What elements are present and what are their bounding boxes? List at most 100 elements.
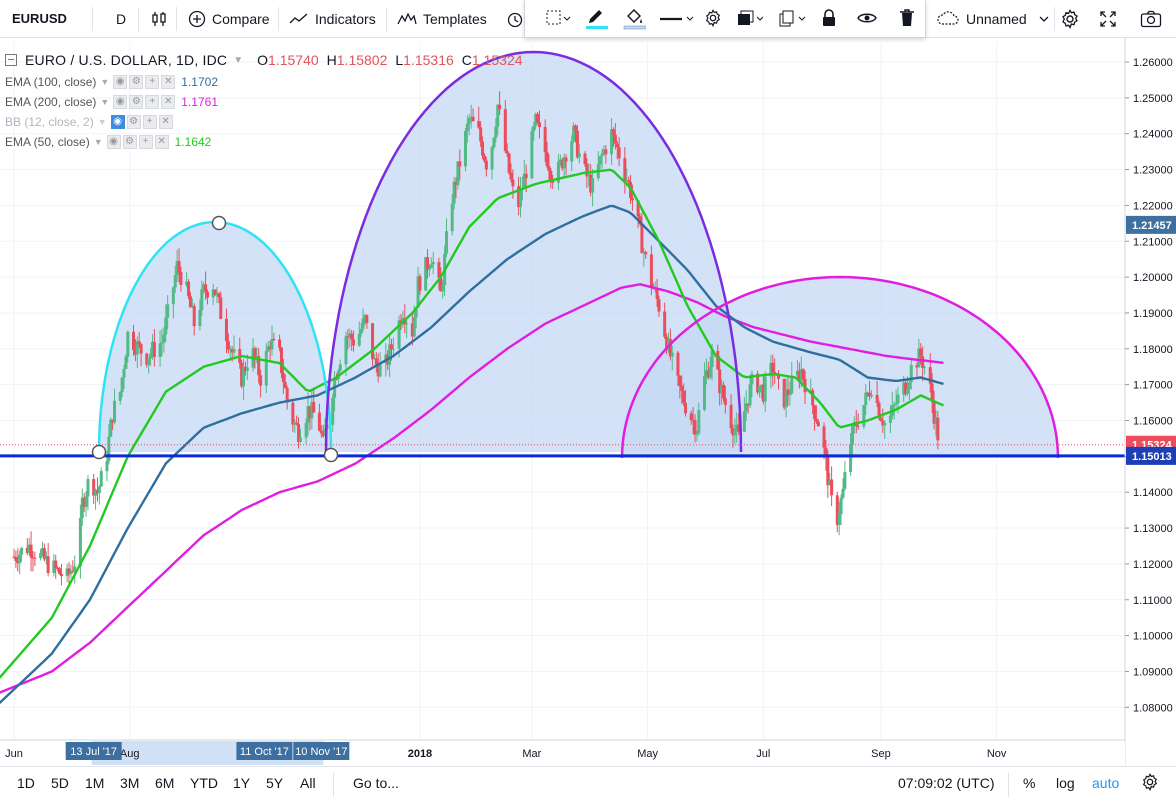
indicator-legend-ema100[interactable]: EMA (100, close) ▼ ◉ ⚙ + ✕ 1.1702 xyxy=(5,73,218,91)
price-tick-label: 1.21000 xyxy=(1133,236,1173,248)
compare-button[interactable]: Compare xyxy=(188,0,270,37)
candle-body xyxy=(310,401,314,419)
candle-body xyxy=(756,373,760,393)
candle-body xyxy=(357,333,361,346)
close-icon[interactable]: ✕ xyxy=(154,135,169,149)
clock-readout[interactable]: 07:09:02 (UTC) xyxy=(898,775,995,791)
candle-body xyxy=(257,356,261,376)
settings-button[interactable] xyxy=(1060,0,1080,37)
log-toggle[interactable]: log xyxy=(1056,775,1075,791)
eye-icon[interactable]: ◉ xyxy=(106,135,121,149)
price-chart[interactable]: 1.26000 1.25000 1.24000 1.23000 1.22000 1.210… xyxy=(0,38,1176,766)
goto-button[interactable]: Go to... xyxy=(353,775,399,791)
select-area-button[interactable] xyxy=(543,8,573,30)
scale-settings-button[interactable] xyxy=(1141,773,1159,794)
alert-button[interactable] xyxy=(506,0,524,37)
indicator-legend-ema50[interactable]: EMA (50, close) ▼ ◉ ⚙ + ✕ 1.1642 xyxy=(5,133,211,151)
range-6m[interactable]: 6M xyxy=(155,775,175,791)
close-icon[interactable]: ✕ xyxy=(161,75,176,89)
percent-toggle[interactable]: % xyxy=(1023,775,1036,791)
plus-icon[interactable]: + xyxy=(145,75,160,89)
candle-body xyxy=(638,216,642,224)
candle-body xyxy=(416,276,420,308)
chart-style-button[interactable] xyxy=(150,0,168,37)
bottom-toolbar: 1D 5D 1M 3M 6M YTD 1Y 5Y All Go to... 07… xyxy=(0,766,1176,801)
candle-body xyxy=(391,348,395,350)
candle-body xyxy=(549,170,553,180)
chevron-down-icon[interactable]: ▼ xyxy=(233,54,244,66)
eye-icon[interactable]: ◉ xyxy=(113,95,128,109)
snapshot-button[interactable] xyxy=(1140,0,1162,37)
indicator-controls: ◉ ⚙ + ✕ xyxy=(106,135,169,149)
hide-button[interactable] xyxy=(855,8,879,30)
lock-button[interactable] xyxy=(817,8,841,30)
candle-body xyxy=(33,557,37,559)
candle-body xyxy=(492,137,496,148)
eye-icon[interactable]: ◉ xyxy=(113,75,128,89)
symbol-search[interactable]: EURUSD xyxy=(12,0,67,37)
close-icon[interactable]: ✕ xyxy=(161,95,176,109)
candle-body xyxy=(776,373,780,379)
plus-icon[interactable]: + xyxy=(142,115,157,129)
anchor-handle xyxy=(211,215,227,231)
gear-icon[interactable]: ⚙ xyxy=(129,75,144,89)
eye-off-icon[interactable]: ◉ xyxy=(110,115,125,129)
candle-body xyxy=(31,557,35,559)
indicators-button[interactable]: Indicators xyxy=(289,0,376,37)
candle-body xyxy=(54,560,58,568)
range-all[interactable]: All xyxy=(300,775,316,791)
range-3m[interactable]: 3M xyxy=(120,775,140,791)
range-1m[interactable]: 1M xyxy=(85,775,105,791)
range-5d[interactable]: 5D xyxy=(51,775,69,791)
templates-button[interactable]: Templates xyxy=(397,0,487,37)
remove-button[interactable] xyxy=(895,8,919,30)
range-5y[interactable]: 5Y xyxy=(266,775,284,791)
range-ytd[interactable]: YTD xyxy=(190,775,218,791)
line-color-button[interactable] xyxy=(583,8,609,30)
time-axis[interactable]: Jun Aug 2018 Mar May Jul Sep Nov 13 Jul '17 11 Oc… xyxy=(0,739,1125,766)
indicators-icon xyxy=(289,10,309,28)
drawing-settings-button[interactable] xyxy=(701,8,725,30)
candle-body xyxy=(59,573,63,577)
price-tick-label: 1.13000 xyxy=(1133,523,1173,535)
candle-body xyxy=(427,267,431,270)
auto-toggle[interactable]: auto xyxy=(1092,775,1120,791)
clone-button[interactable] xyxy=(777,8,809,30)
visual-order-button[interactable] xyxy=(735,8,767,30)
candle-body xyxy=(856,426,860,428)
gear-icon[interactable]: ⚙ xyxy=(129,95,144,109)
candle-body xyxy=(484,160,488,170)
range-1y[interactable]: 1Y xyxy=(233,775,251,791)
fill-color-button[interactable] xyxy=(621,8,647,30)
interval-button[interactable]: D xyxy=(116,0,126,37)
price-tick-label: 1.14000 xyxy=(1133,487,1173,499)
close-icon[interactable]: ✕ xyxy=(158,115,173,129)
range-1d[interactable]: 1D xyxy=(17,775,35,791)
candle-body xyxy=(405,323,409,325)
candle-body xyxy=(649,254,653,288)
pattern-arcs[interactable] xyxy=(0,50,1125,463)
candle-body xyxy=(226,341,230,350)
gear-icon[interactable]: ⚙ xyxy=(122,135,137,149)
candle-body xyxy=(837,514,841,525)
fullscreen-button[interactable] xyxy=(1099,0,1117,37)
gear-icon[interactable]: ⚙ xyxy=(126,115,141,129)
plus-icon[interactable]: + xyxy=(138,135,153,149)
collapse-icon[interactable] xyxy=(5,54,17,66)
indicator-legend-bb[interactable]: BB (12, close, 2) ▼ ◉ ⚙ + ✕ xyxy=(5,113,179,131)
layers-icon xyxy=(736,9,766,30)
indicator-legend-ema200[interactable]: EMA (200, close) ▼ ◉ ⚙ + ✕ 1.1761 xyxy=(5,93,218,111)
candle-body xyxy=(746,403,750,406)
candle-body xyxy=(558,159,562,162)
candle-body xyxy=(524,173,528,179)
line-style-button[interactable] xyxy=(659,8,697,30)
candle-body xyxy=(748,384,752,406)
candle-body xyxy=(215,293,219,296)
ema50-line xyxy=(0,168,944,680)
candle-body xyxy=(917,348,921,368)
candle-body xyxy=(350,333,354,340)
layout-button[interactable]: Unnamed xyxy=(936,0,1049,37)
plus-icon[interactable]: + xyxy=(145,95,160,109)
price-axis[interactable]: 1.26000 1.25000 1.24000 1.23000 1.22000 1.210… xyxy=(1124,38,1176,766)
anchor-handle xyxy=(91,444,107,460)
